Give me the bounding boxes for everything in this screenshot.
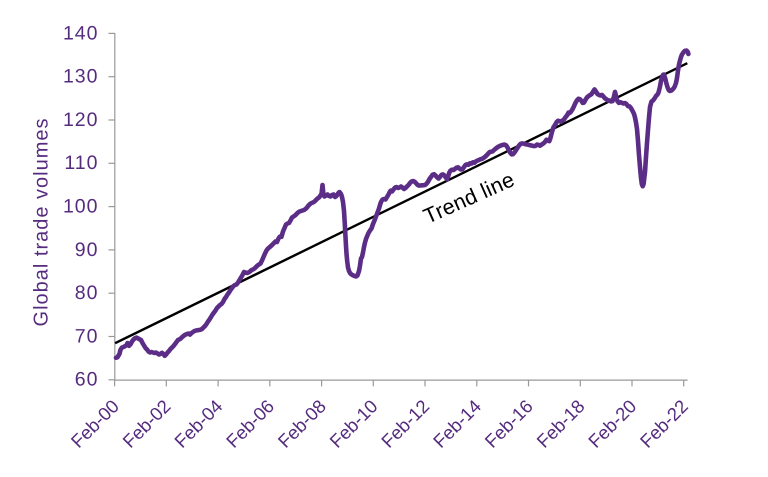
svg-text:60: 60 — [75, 369, 99, 391]
svg-text:70: 70 — [75, 325, 99, 347]
svg-text:Feb-00: Feb-00 — [67, 395, 123, 451]
svg-text:Feb-20: Feb-20 — [584, 395, 640, 451]
svg-text:Feb-16: Feb-16 — [481, 395, 537, 451]
svg-text:Feb-06: Feb-06 — [222, 395, 278, 451]
svg-text:Feb-04: Feb-04 — [170, 395, 226, 451]
svg-text:Global trade volumes: Global trade volumes — [30, 118, 52, 327]
svg-text:Feb-12: Feb-12 — [377, 395, 433, 451]
svg-text:Feb-02: Feb-02 — [118, 395, 174, 451]
svg-text:Feb-14: Feb-14 — [429, 395, 485, 451]
svg-text:120: 120 — [63, 109, 99, 131]
svg-text:100: 100 — [63, 196, 99, 218]
svg-text:90: 90 — [75, 239, 99, 261]
svg-text:Feb-08: Feb-08 — [274, 395, 330, 451]
svg-text:Feb-10: Feb-10 — [325, 395, 381, 451]
svg-text:130: 130 — [63, 66, 99, 88]
svg-text:140: 140 — [63, 22, 99, 44]
svg-text:Feb-22: Feb-22 — [636, 395, 692, 451]
svg-text:80: 80 — [75, 282, 99, 304]
svg-text:110: 110 — [64, 152, 98, 174]
svg-text:Feb-18: Feb-18 — [532, 395, 588, 451]
